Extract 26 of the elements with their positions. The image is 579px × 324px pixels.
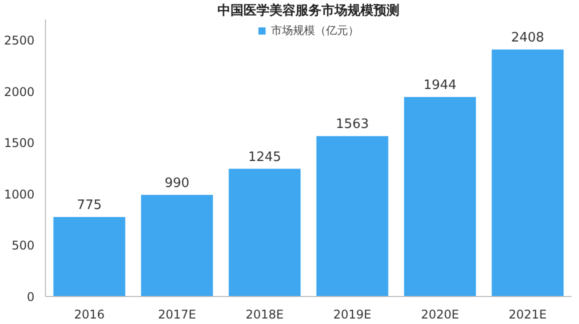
x-tick-label: 2017E xyxy=(158,308,196,322)
data-label: 1944 xyxy=(423,78,457,94)
bar xyxy=(492,49,564,296)
bar xyxy=(316,136,388,296)
bar xyxy=(53,216,126,296)
x-tick-label: 2016 xyxy=(74,308,105,322)
bar xyxy=(228,168,301,296)
data-label: 1563 xyxy=(336,117,369,132)
bar xyxy=(404,97,476,296)
bar xyxy=(141,194,213,296)
y-tick-label: 1500 xyxy=(4,136,35,150)
data-label: 2408 xyxy=(511,30,544,46)
data-label: 990 xyxy=(164,176,190,191)
x-tick-label: 2020E xyxy=(420,308,460,322)
data-label: 775 xyxy=(76,198,102,213)
x-tick-label: 2018E xyxy=(246,308,284,322)
x-tick-label: 2021E xyxy=(508,308,547,322)
chart-title: 中国医学美容服务市场规模预测 xyxy=(218,2,400,18)
y-tick-label: 2500 xyxy=(4,34,35,48)
legend-label: 市场规模（亿元） xyxy=(271,23,359,38)
y-tick-label: 1000 xyxy=(4,187,35,202)
y-tick-label: 500 xyxy=(12,238,34,253)
data-label: 1245 xyxy=(248,150,282,165)
y-tick-label: 2000 xyxy=(4,84,35,99)
y-tick-label: 0 xyxy=(26,290,35,304)
x-tick-label: 2019E xyxy=(333,308,372,322)
